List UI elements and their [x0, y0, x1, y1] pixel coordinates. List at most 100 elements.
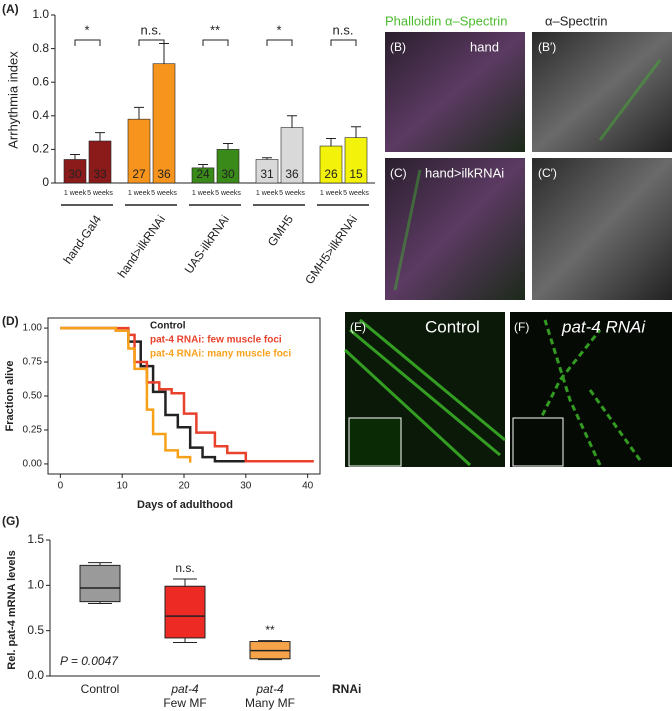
sample-size: 24 [196, 167, 210, 181]
x-sub-label: 5 weeks [151, 190, 177, 197]
significance-label: n.s. [141, 22, 162, 37]
y-axis-label: Rel. pat-4 mRNA levels [6, 550, 18, 669]
image-caption: hand [470, 39, 499, 54]
significance-label: n.s. [175, 561, 194, 575]
x-tick-label: 40 [302, 481, 314, 492]
micrograph [532, 32, 672, 152]
panel-label: (C) [390, 166, 407, 180]
inset [512, 417, 564, 467]
muscle-fibers [343, 59, 662, 467]
error-bar [223, 143, 233, 150]
panel-label: (B′) [538, 40, 556, 54]
error-bar [351, 126, 361, 138]
y-tick-label: 0.0 [27, 668, 44, 682]
error-bar [70, 153, 80, 160]
y-tick-label: 0 [42, 175, 49, 189]
significance-bracket [202, 39, 229, 46]
legend-entry: Control [150, 321, 186, 332]
x-tick-label: pat-4 [255, 682, 284, 696]
image-caption: hand>ilkRNAi [425, 165, 504, 180]
x-sub-label: 1 week [192, 190, 215, 197]
x-tick-label: UAS-ilkRNAi [182, 213, 232, 277]
x-axis-label: Days of adulthood [137, 499, 233, 511]
sample-size: 15 [349, 167, 363, 181]
y-tick-label: 0.4 [32, 108, 49, 122]
y-tick-label: 0.25 [23, 425, 43, 436]
y-tick-label: 0.6 [32, 74, 49, 88]
error-bar [326, 137, 336, 147]
x-sub-label: 5 weeks [215, 190, 241, 197]
sample-size: 30 [68, 167, 82, 181]
legend-entry: pat-4 RNAi: few muscle foci [150, 335, 282, 346]
image-caption: Control [425, 317, 480, 336]
x-tick-label: Many MF [245, 696, 295, 710]
error-bar [287, 115, 297, 128]
x-sub-label: 5 weeks [343, 190, 369, 197]
image-header: α–Spectrin [545, 13, 607, 28]
sample-size: 33 [93, 167, 107, 181]
significance-label: ** [210, 22, 220, 37]
micrograph [385, 158, 525, 300]
x-tick-label: 20 [178, 481, 190, 492]
y-tick-label: 1.5 [27, 532, 44, 546]
x-tick-label: Few MF [163, 696, 206, 710]
error-bar [159, 43, 169, 64]
x-tick-label: Control [81, 682, 120, 696]
error-bar [134, 106, 144, 120]
significance-bracket [330, 39, 357, 46]
significance-bracket [266, 39, 293, 46]
sample-size: 26 [324, 167, 338, 181]
y-tick-label: 1.0 [32, 7, 49, 21]
x-sub-label: 1 week [256, 190, 279, 197]
panel-label: (C′) [538, 166, 557, 180]
significance-bracket [74, 39, 101, 46]
sample-size: 36 [157, 167, 171, 181]
micrograph [385, 32, 525, 152]
sample-size: 30 [221, 167, 235, 181]
panel-label: (A) [2, 2, 19, 16]
error-bar [95, 132, 105, 141]
image-caption: pat-4 RNAi [561, 317, 646, 336]
y-tick-label: 0.50 [23, 391, 43, 402]
box [79, 564, 121, 603]
x-sub-label: 5 weeks [279, 190, 305, 197]
error-bar [198, 164, 208, 168]
y-tick-label: 1.0 [27, 578, 44, 592]
x-sub-label: 1 week [320, 190, 343, 197]
y-tick-label: 0.2 [32, 142, 49, 156]
inset [348, 417, 402, 467]
y-tick-label: 0.75 [23, 357, 43, 368]
y-tick-label: 1.00 [23, 323, 43, 334]
y-tick-label: 0.8 [32, 41, 49, 55]
significance-label: n.s. [333, 22, 354, 37]
legend-entry: pat-4 RNAi: many muscle foci [150, 349, 291, 360]
y-tick-label: 0.00 [23, 459, 43, 470]
y-axis-label: Fraction alive [4, 361, 16, 432]
x-sub-label: 5 weeks [87, 190, 113, 197]
significance-bracket [138, 39, 165, 46]
significance-label: * [84, 22, 89, 37]
x-axis-suffix: RNAi [332, 682, 361, 696]
panel-label: (F) [514, 320, 529, 334]
x-tick-label: GMH5>ilkRNAi [302, 213, 360, 287]
error-bar [262, 157, 272, 160]
x-sub-label: 1 week [128, 190, 151, 197]
survival-curve [60, 326, 192, 463]
x-tick-label: pat-4 [170, 682, 199, 696]
significance-label: * [276, 22, 281, 37]
x-tick-label: GMH5 [265, 212, 297, 249]
significance-label: ** [265, 623, 275, 637]
y-axis-label: Arrhythmia index [5, 51, 20, 149]
micrograph [532, 158, 672, 300]
sample-size: 36 [285, 167, 299, 181]
sample-size: 31 [260, 167, 274, 181]
panel-label: (B) [390, 40, 406, 54]
x-tick-label: hand-Gal4 [60, 212, 104, 266]
box [164, 585, 206, 639]
x-tick-label: hand>ilkRNAi [115, 213, 168, 281]
panel-label: (G) [2, 514, 19, 528]
x-tick-label: 10 [117, 481, 129, 492]
sample-size: 27 [132, 167, 146, 181]
image-header: Phalloidin α–Spectrin [385, 13, 507, 28]
